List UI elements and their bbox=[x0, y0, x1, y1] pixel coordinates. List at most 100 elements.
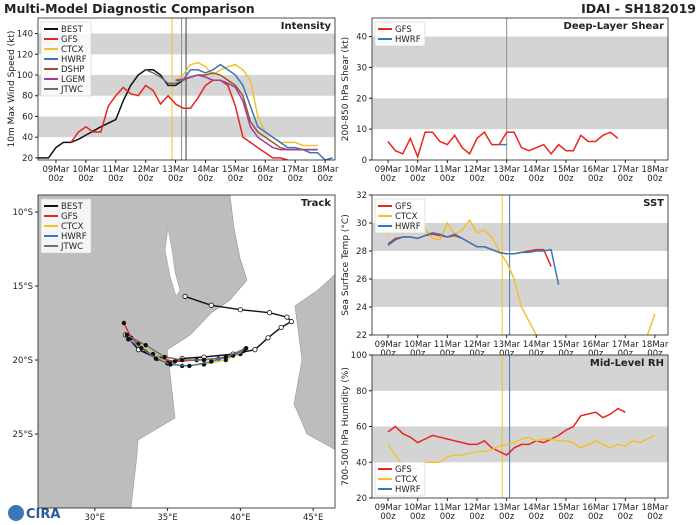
x-tick-hour: 00z bbox=[588, 349, 604, 359]
y-tick-label: 120 bbox=[17, 50, 33, 60]
track-point bbox=[284, 314, 290, 320]
plot-area bbox=[372, 195, 668, 335]
series-line bbox=[145, 69, 184, 85]
logo-text: CIRA bbox=[26, 507, 60, 522]
legend-label: HWRF bbox=[395, 485, 421, 495]
x-tick-hour: 00z bbox=[647, 512, 663, 522]
y-tick-label: 30 bbox=[356, 219, 367, 229]
x-tick-hour: 00z bbox=[529, 512, 545, 522]
legend-label: CTCX bbox=[395, 212, 418, 222]
x-tick-hour: 00z bbox=[138, 174, 154, 184]
x-tick-label: 16Mar bbox=[582, 340, 609, 350]
y-tick-label: 20 bbox=[356, 94, 367, 104]
x-tick-label: 15Mar bbox=[553, 340, 580, 350]
legend-label: HWRF bbox=[395, 222, 421, 232]
series-line bbox=[175, 61, 318, 147]
band bbox=[372, 355, 668, 391]
series-line bbox=[387, 407, 626, 457]
x-tick-hour: 00z bbox=[469, 349, 485, 359]
x-tick-hour: 00z bbox=[618, 174, 634, 184]
x-tick-hour: 00z bbox=[499, 174, 515, 184]
panel-title: Intensity bbox=[281, 21, 332, 32]
x-tick-hour: 00z bbox=[380, 349, 396, 359]
x-tick-hour: 00z bbox=[469, 174, 485, 184]
x-tick-hour: 00z bbox=[258, 174, 274, 184]
y-tick-label: 26 bbox=[356, 275, 367, 285]
x-tick-label: 18Mar bbox=[642, 165, 669, 175]
x-tick-label: 10Mar bbox=[404, 165, 431, 175]
series-line bbox=[646, 313, 656, 335]
y-tick-label: 80 bbox=[22, 92, 33, 102]
series-line bbox=[38, 69, 184, 159]
y-tick-label: 30 bbox=[356, 63, 367, 73]
panel-title: Mid-Level RH bbox=[590, 358, 664, 369]
x-tick-label: 09Mar bbox=[375, 165, 402, 175]
series-line bbox=[387, 232, 560, 285]
x-tick-label: 17Mar bbox=[612, 503, 639, 513]
panel-frame bbox=[371, 194, 669, 336]
track-point bbox=[126, 337, 131, 342]
legend-label: JTWC bbox=[60, 242, 83, 252]
x-tick-label: 40°E bbox=[230, 513, 250, 523]
track-point bbox=[209, 359, 214, 364]
y-tick-label: 0 bbox=[362, 156, 367, 166]
legend-label: GFS bbox=[395, 25, 412, 35]
track-point bbox=[143, 343, 148, 348]
y-tick-label: 24 bbox=[356, 303, 367, 313]
x-tick-hour: 00z bbox=[499, 512, 515, 522]
x-tick-label: 17Mar bbox=[612, 165, 639, 175]
x-tick-label: 10Mar bbox=[72, 165, 99, 175]
track-point bbox=[124, 332, 130, 338]
y-tick-label: 40 bbox=[356, 33, 367, 43]
x-tick-hour: 00z bbox=[440, 349, 456, 359]
plot-area bbox=[38, 18, 335, 160]
legend-label: BEST bbox=[61, 202, 84, 212]
legend-label: DSHP bbox=[61, 65, 84, 75]
track-point bbox=[208, 302, 214, 308]
x-tick-label: 12Mar bbox=[464, 340, 491, 350]
y-tick-label: 100 bbox=[351, 351, 367, 361]
x-tick-label: 12Mar bbox=[464, 165, 491, 175]
track-point bbox=[153, 356, 159, 361]
x-tick-label: 16Mar bbox=[582, 165, 609, 175]
y-tick-label: 40 bbox=[356, 458, 367, 468]
x-tick-hour: 00z bbox=[317, 174, 333, 184]
y-tick-label: 15°S bbox=[13, 282, 33, 292]
y-tick-label: 60 bbox=[356, 423, 367, 433]
x-tick-hour: 00z bbox=[588, 512, 604, 522]
x-tick-hour: 00z bbox=[618, 512, 634, 522]
x-tick-label: 14Mar bbox=[523, 503, 550, 513]
track-point bbox=[187, 363, 192, 369]
x-tick-label: 14Mar bbox=[523, 165, 550, 175]
band bbox=[372, 98, 668, 130]
x-tick-label: 35°E bbox=[157, 513, 177, 523]
legend-label: BEST bbox=[61, 25, 84, 35]
legend-box bbox=[374, 21, 426, 47]
x-tick-label: 13Mar bbox=[162, 165, 189, 175]
y-axis-label: Sea Surface Temp (°C) bbox=[341, 214, 351, 315]
track-point bbox=[237, 307, 243, 313]
plot-area bbox=[372, 18, 668, 160]
track-point bbox=[201, 357, 207, 363]
track-point bbox=[172, 359, 178, 364]
storm-id: IDAI - SH182019 bbox=[581, 1, 696, 16]
x-tick-hour: 00z bbox=[618, 349, 634, 359]
x-tick-hour: 00z bbox=[228, 174, 244, 184]
panel-frame bbox=[37, 17, 336, 161]
track-point bbox=[223, 354, 229, 360]
legend-label: HWRF bbox=[61, 55, 87, 65]
x-tick-label: 13Mar bbox=[493, 503, 520, 513]
track-point bbox=[168, 362, 173, 367]
x-tick-label: 09Mar bbox=[375, 340, 402, 350]
track-point bbox=[266, 310, 273, 316]
x-tick-hour: 00z bbox=[647, 349, 663, 359]
y-tick-label: 20 bbox=[22, 154, 33, 164]
legend-label: LGEM bbox=[61, 75, 85, 85]
y-axis-label: 10m Max Wind Speed (kt) bbox=[7, 31, 17, 148]
y-tick-label: 60 bbox=[22, 112, 33, 122]
legend-label: HWRF bbox=[61, 232, 87, 242]
page-title: Multi-Model Diagnostic Comparison bbox=[4, 1, 255, 16]
x-tick-label: 11Mar bbox=[434, 503, 461, 513]
x-tick-hour: 00z bbox=[108, 174, 124, 184]
